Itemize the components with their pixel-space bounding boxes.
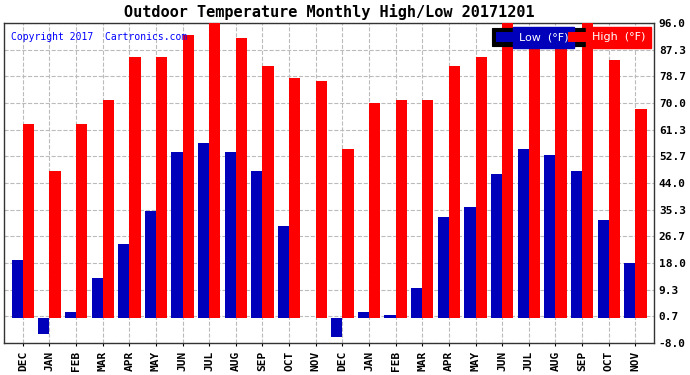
Bar	[475, 57, 486, 318]
Bar	[491, 174, 502, 318]
Bar	[624, 263, 635, 318]
Bar	[411, 288, 422, 318]
Bar	[225, 152, 236, 318]
Bar	[384, 315, 395, 318]
Legend: Low  (°F), High  (°F): Low (°F), High (°F)	[492, 28, 649, 46]
Bar	[342, 149, 353, 318]
Bar	[316, 81, 327, 318]
Bar	[118, 244, 129, 318]
Bar	[76, 124, 87, 318]
Bar	[251, 171, 262, 318]
Bar	[50, 171, 61, 318]
Bar	[198, 143, 209, 318]
Bar	[183, 35, 194, 318]
Bar	[38, 318, 50, 334]
Bar	[502, 23, 513, 318]
Bar	[103, 100, 114, 318]
Bar	[145, 210, 156, 318]
Bar	[236, 38, 247, 318]
Bar	[571, 171, 582, 318]
Bar	[464, 207, 475, 318]
Bar	[422, 100, 433, 318]
Bar	[449, 66, 460, 318]
Bar	[156, 57, 167, 318]
Bar	[289, 78, 300, 318]
Bar	[609, 60, 620, 318]
Bar	[544, 155, 555, 318]
Bar	[65, 312, 76, 318]
Bar	[437, 217, 449, 318]
Bar	[518, 149, 529, 318]
Bar	[262, 66, 274, 318]
Bar	[278, 226, 289, 318]
Text: Copyright 2017  Cartronics.com: Copyright 2017 Cartronics.com	[10, 32, 187, 42]
Bar	[209, 23, 220, 318]
Bar	[171, 152, 183, 318]
Bar	[369, 103, 380, 318]
Bar	[635, 109, 647, 318]
Bar	[529, 32, 540, 318]
Bar	[582, 23, 593, 318]
Bar	[555, 44, 566, 318]
Title: Outdoor Temperature Monthly High/Low 20171201: Outdoor Temperature Monthly High/Low 201…	[124, 4, 534, 20]
Bar	[92, 278, 103, 318]
Bar	[12, 260, 23, 318]
Bar	[331, 318, 342, 337]
Bar	[395, 100, 407, 318]
Bar	[129, 57, 141, 318]
Bar	[23, 124, 34, 318]
Bar	[358, 312, 369, 318]
Bar	[598, 220, 609, 318]
